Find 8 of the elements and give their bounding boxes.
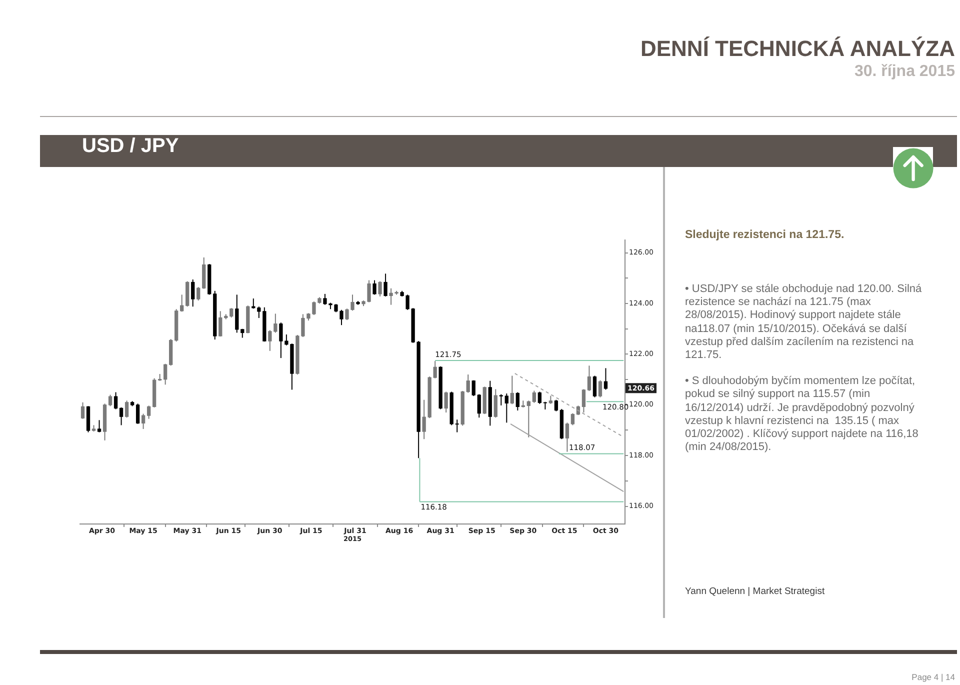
text: • USD/JPY se stále obchoduje nad 120.00. Silná rezistence se nachází na 121.75 (max 28/08/2015). Hodinový support najdete stále na118.07 (min 15/10/2015). Očekává se další vzestup před dalším zacílením na rezistenci na 121.75.	[685, 283, 923, 362]
text: Yann Quelenn | Market Strategist	[685, 586, 825, 597]
text: Sledujte rezistenci na 121.75.	[685, 229, 844, 241]
text: 30. října 2015	[854, 63, 955, 81]
text: • S dlouhodobým byčím momentem lze počítat, pokud se silný support na 115.57 (min 16/12/2014) udrží. Je pravděpodobný pozvolný vzestup k hlavní rezistenci na 135.15 ( max 01/02/2002) . Klíčový support najdete na 116,18 (min 24/08/2015).	[685, 375, 920, 454]
text: DENNÍ TECHNICKÁ ANALÝZA	[640, 36, 955, 62]
text: Page 4 | 14	[912, 672, 955, 682]
text: USD / JPY	[82, 135, 179, 159]
